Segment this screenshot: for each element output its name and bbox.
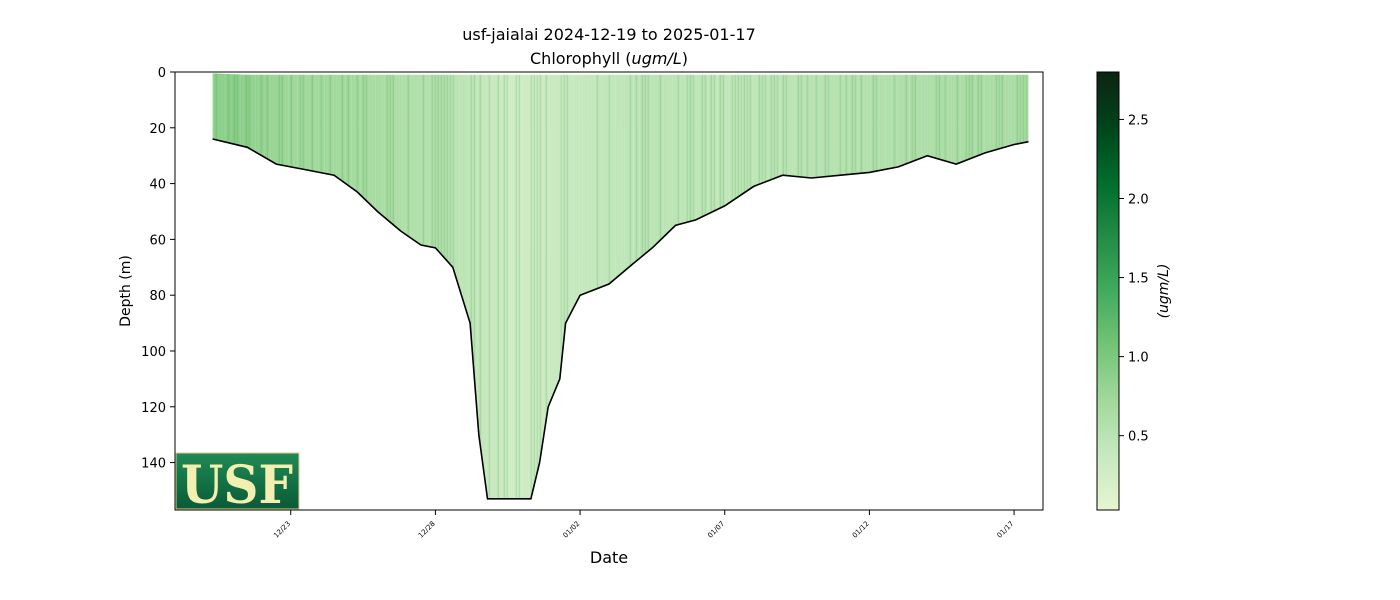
colorbar-tick-label: 2.0 [1128,192,1149,207]
chart-title: usf-jaialai 2024-12-19 to 2025-01-17 [462,25,756,44]
x-tick-label: 01/02 [562,520,582,540]
profile-stripe [584,73,587,499]
seafloor-edge [212,138,1029,500]
colorbar [1096,71,1120,511]
profile-stripe [509,73,512,499]
colorbar-label: (ugm/L) [1156,264,1172,319]
profile-stripe [473,73,476,499]
profile-stripe [488,73,491,499]
profile-stripe [521,73,524,499]
profile-stripe [572,73,575,499]
colorbar-tick-label: 1.0 [1128,351,1149,366]
y-tick-label: 120 [141,401,166,416]
profile-stripe [491,73,494,499]
profile-stripe [593,73,596,499]
profile-stripe [548,73,551,499]
x-tick-label: 01/17 [996,520,1016,540]
y-tick-label: 100 [141,345,166,360]
x-tick-label: 12/23 [272,520,292,540]
usf-logo: USF [175,452,300,516]
y-tick-label: 140 [141,457,166,472]
profile-stripe [476,73,479,499]
colorbar-tick-label: 0.5 [1128,430,1149,445]
y-tick-label: 20 [149,122,166,137]
profile-stripe [506,73,509,499]
profile-stripe [596,73,599,499]
profile-stripe [515,73,518,499]
x-tick-label: 01/12 [851,520,871,540]
usf-logo-text: USF [181,455,293,516]
profile-stripe [545,73,548,499]
profile-stripe [575,73,578,499]
profile-stripe [569,73,572,499]
colorbar-tick-label: 1.5 [1128,272,1149,287]
profile-stripe [524,73,527,499]
plot-frame [174,71,1044,511]
profile-stripe [542,73,545,499]
chlorophyll-profile-area [212,73,1029,499]
profile-stripe [467,73,470,499]
y-tick-label: 40 [149,178,166,193]
profile-stripe [578,73,581,499]
y-tick-label: 80 [149,289,166,304]
profile-stripe [554,73,557,499]
profile-stripe [512,73,515,499]
profile-stripe [566,73,569,499]
profile-stripe [497,73,500,499]
profile-stripe [470,73,473,499]
profile-stripe [527,73,530,499]
profile-stripe [530,73,533,499]
subtitle-prefix: Chlorophyll ( [530,49,632,68]
y-axis-title: Depth (m) [118,255,134,327]
profile-stripe [536,73,539,499]
profile-stripe [563,73,566,499]
profile-stripe [500,73,503,499]
subtitle-suffix: ) [682,49,688,68]
profile-stripe [518,73,521,499]
x-tick-label: 12/28 [417,520,437,540]
profile-stripe [485,73,488,499]
profile-stripe [557,73,560,499]
profile-stripe [599,73,602,499]
profile-stripe [560,73,563,499]
profile-stripe [587,73,590,499]
profile-stripe [533,73,536,499]
x-tick-label: 01/07 [706,520,726,540]
y-axis: 0 20 40 60 80 100 120 140 [141,66,175,472]
profile-stripe [464,73,467,499]
profile-stripe [539,73,542,499]
profile-stripe [461,73,464,499]
profile-stripe [494,73,497,499]
x-axis: 12/23 12/28 01/02 01/07 01/12 01/17 [272,510,1015,540]
profile-stripe [590,73,593,499]
subtitle-unit: ugm/L [632,49,682,68]
colorbar-axis: 0.5 1.0 1.5 2.0 2.5 [1119,113,1149,445]
chart-subtitle: Chlorophyll (ugm/L) [530,49,688,68]
colorbar-tick-label: 2.5 [1128,113,1149,128]
profile-stripe [482,73,485,499]
profile-stripe [503,73,506,499]
x-axis-title: Date [590,548,628,567]
y-tick-label: 0 [158,66,166,81]
profile-stripe [551,73,554,499]
profile-stripe [479,73,482,499]
y-tick-label: 60 [149,233,166,248]
profile-stripe [581,73,584,499]
